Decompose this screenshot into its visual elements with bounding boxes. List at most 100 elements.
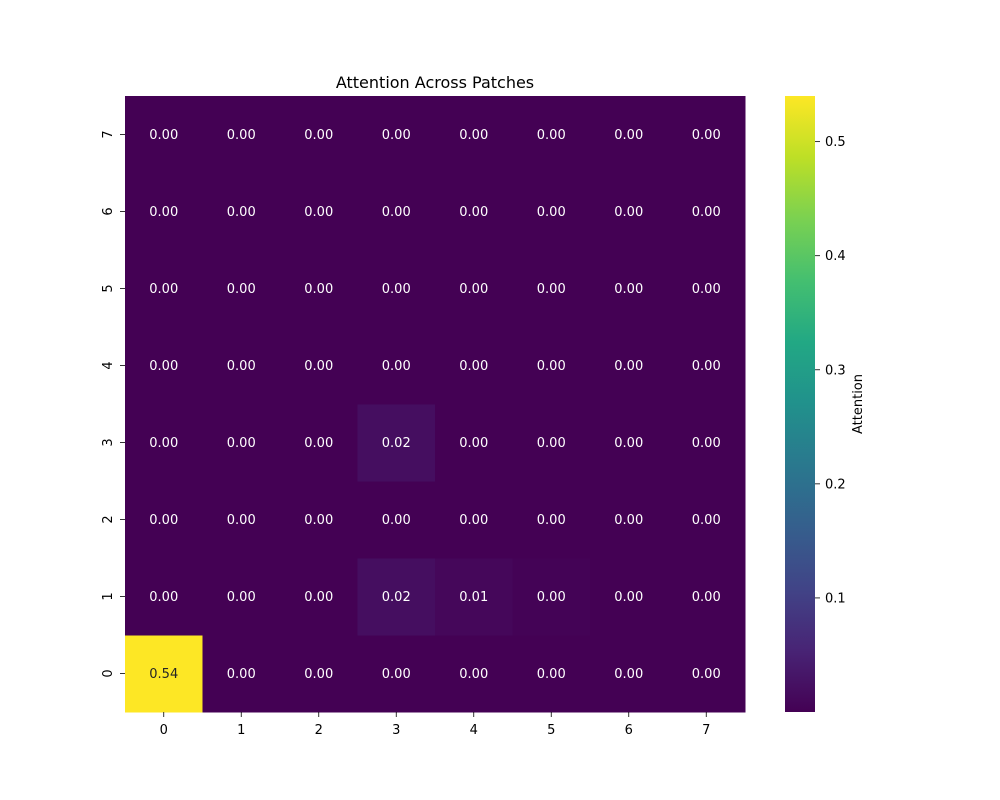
heatmap-cell: [202, 250, 281, 328]
cell-annotation: 0.00: [537, 128, 566, 143]
cell-annotation: 0.00: [537, 667, 566, 682]
cell-annotation: 0.00: [692, 513, 721, 528]
heatmap-cell: [512, 558, 591, 636]
cell-annotation: 0.00: [304, 359, 333, 374]
y-tick-label: 6: [101, 207, 116, 215]
cell-annotation: 0.00: [227, 205, 256, 220]
cell-annotation: 0.00: [149, 359, 178, 374]
heatmap-cell: [357, 250, 436, 328]
cell-annotation: 0.00: [459, 436, 488, 451]
heatmap-cell: [280, 635, 358, 713]
heatmap-cell: [435, 404, 513, 482]
heatmap-cell: [590, 250, 668, 328]
heatmap-cell: [512, 635, 591, 713]
x-tick-label: 0: [160, 723, 168, 738]
heatmap-cells: [125, 96, 746, 713]
cell-annotation: 0.00: [614, 667, 643, 682]
cell-annotation: 0.00: [614, 436, 643, 451]
cell-annotation: 0.00: [304, 282, 333, 297]
cell-annotation: 0.00: [614, 128, 643, 143]
heatmap-cell: [125, 404, 203, 482]
heatmap-cell: [125, 96, 203, 174]
cell-annotation: 0.00: [382, 359, 411, 374]
cell-annotation: 0.00: [149, 128, 178, 143]
x-tick-label: 2: [315, 723, 323, 738]
cell-annotation: 0.00: [537, 590, 566, 605]
heatmap-cell: [667, 96, 746, 174]
heatmap-cell: [125, 327, 203, 405]
heatmap-cell: [125, 481, 203, 559]
heatmap-cell: [667, 558, 746, 636]
cell-annotation: 0.00: [537, 282, 566, 297]
cell-annotation: 0.02: [382, 436, 411, 451]
heatmap-cell: [512, 404, 591, 482]
heatmap-cell: [590, 404, 668, 482]
heatmap-cell: [435, 250, 513, 328]
heatmap-cell: [512, 481, 591, 559]
cell-annotation: 0.00: [459, 205, 488, 220]
heatmap-cell: [667, 635, 746, 713]
cell-annotation: 0.02: [382, 590, 411, 605]
cell-annotation: 0.00: [382, 205, 411, 220]
cell-annotation: 0.00: [382, 128, 411, 143]
colorbar-label: Attention: [851, 374, 866, 434]
heatmap-cell: [125, 558, 203, 636]
cell-annotation: 0.00: [227, 667, 256, 682]
colorbar-gradient: [785, 96, 815, 712]
heatmap-cell: [202, 481, 281, 559]
cell-annotation: 0.00: [304, 590, 333, 605]
heatmap-cell: [202, 635, 281, 713]
heatmap-cell: [357, 481, 436, 559]
heatmap-cell: [512, 327, 591, 405]
cell-annotation: 0.00: [459, 667, 488, 682]
heatmap-cell: [435, 173, 513, 251]
cell-annotation: 0.00: [149, 205, 178, 220]
heatmap-cell: [667, 327, 746, 405]
cell-annotation: 0.00: [459, 513, 488, 528]
cell-annotation: 0.00: [459, 359, 488, 374]
colorbar-tick-label: 0.1: [825, 591, 846, 606]
heatmap-cell: [590, 635, 668, 713]
heatmap-cell: [667, 250, 746, 328]
cell-annotation: 0.00: [692, 282, 721, 297]
cell-annotation: 0.00: [614, 282, 643, 297]
heatmap-cell: [590, 481, 668, 559]
heatmap-cell: [512, 96, 591, 174]
heatmap-cell: [125, 635, 203, 713]
cell-annotation: 0.54: [149, 667, 178, 682]
cell-annotation: 0.00: [537, 436, 566, 451]
heatmap-cell: [202, 96, 281, 174]
heatmap-cell: [512, 173, 591, 251]
cell-annotation: 0.00: [304, 436, 333, 451]
cell-annotation: 0.00: [614, 590, 643, 605]
heatmap-cell: [435, 558, 513, 636]
y-tick-label: 1: [101, 592, 116, 600]
cell-annotation: 0.00: [459, 128, 488, 143]
cell-annotation: 0.00: [304, 667, 333, 682]
cell-annotation: 0.00: [692, 436, 721, 451]
colorbar-tick-label: 0.4: [825, 249, 846, 264]
cell-annotation: 0.00: [382, 282, 411, 297]
heatmap-cell: [357, 327, 436, 405]
heatmap-cell: [202, 327, 281, 405]
cell-annotation: 0.00: [614, 205, 643, 220]
x-tick-label: 5: [547, 723, 555, 738]
x-tick-label: 1: [237, 723, 245, 738]
heatmap-cell: [590, 96, 668, 174]
heatmap-cell: [125, 173, 203, 251]
cell-annotation: 0.00: [227, 282, 256, 297]
x-tick-label: 6: [625, 723, 633, 738]
x-tick-label: 7: [702, 723, 710, 738]
cell-annotation: 0.00: [614, 513, 643, 528]
cell-annotation: 0.00: [692, 359, 721, 374]
cell-annotation: 0.00: [304, 513, 333, 528]
cell-annotation: 0.00: [227, 359, 256, 374]
cell-annotation: 0.00: [692, 205, 721, 220]
heatmap-cell: [590, 558, 668, 636]
heatmap-cell: [667, 404, 746, 482]
cell-annotation: 0.00: [382, 667, 411, 682]
x-tick-label: 4: [470, 723, 478, 738]
heatmap-cell: [202, 173, 281, 251]
heatmap-cell: [590, 327, 668, 405]
